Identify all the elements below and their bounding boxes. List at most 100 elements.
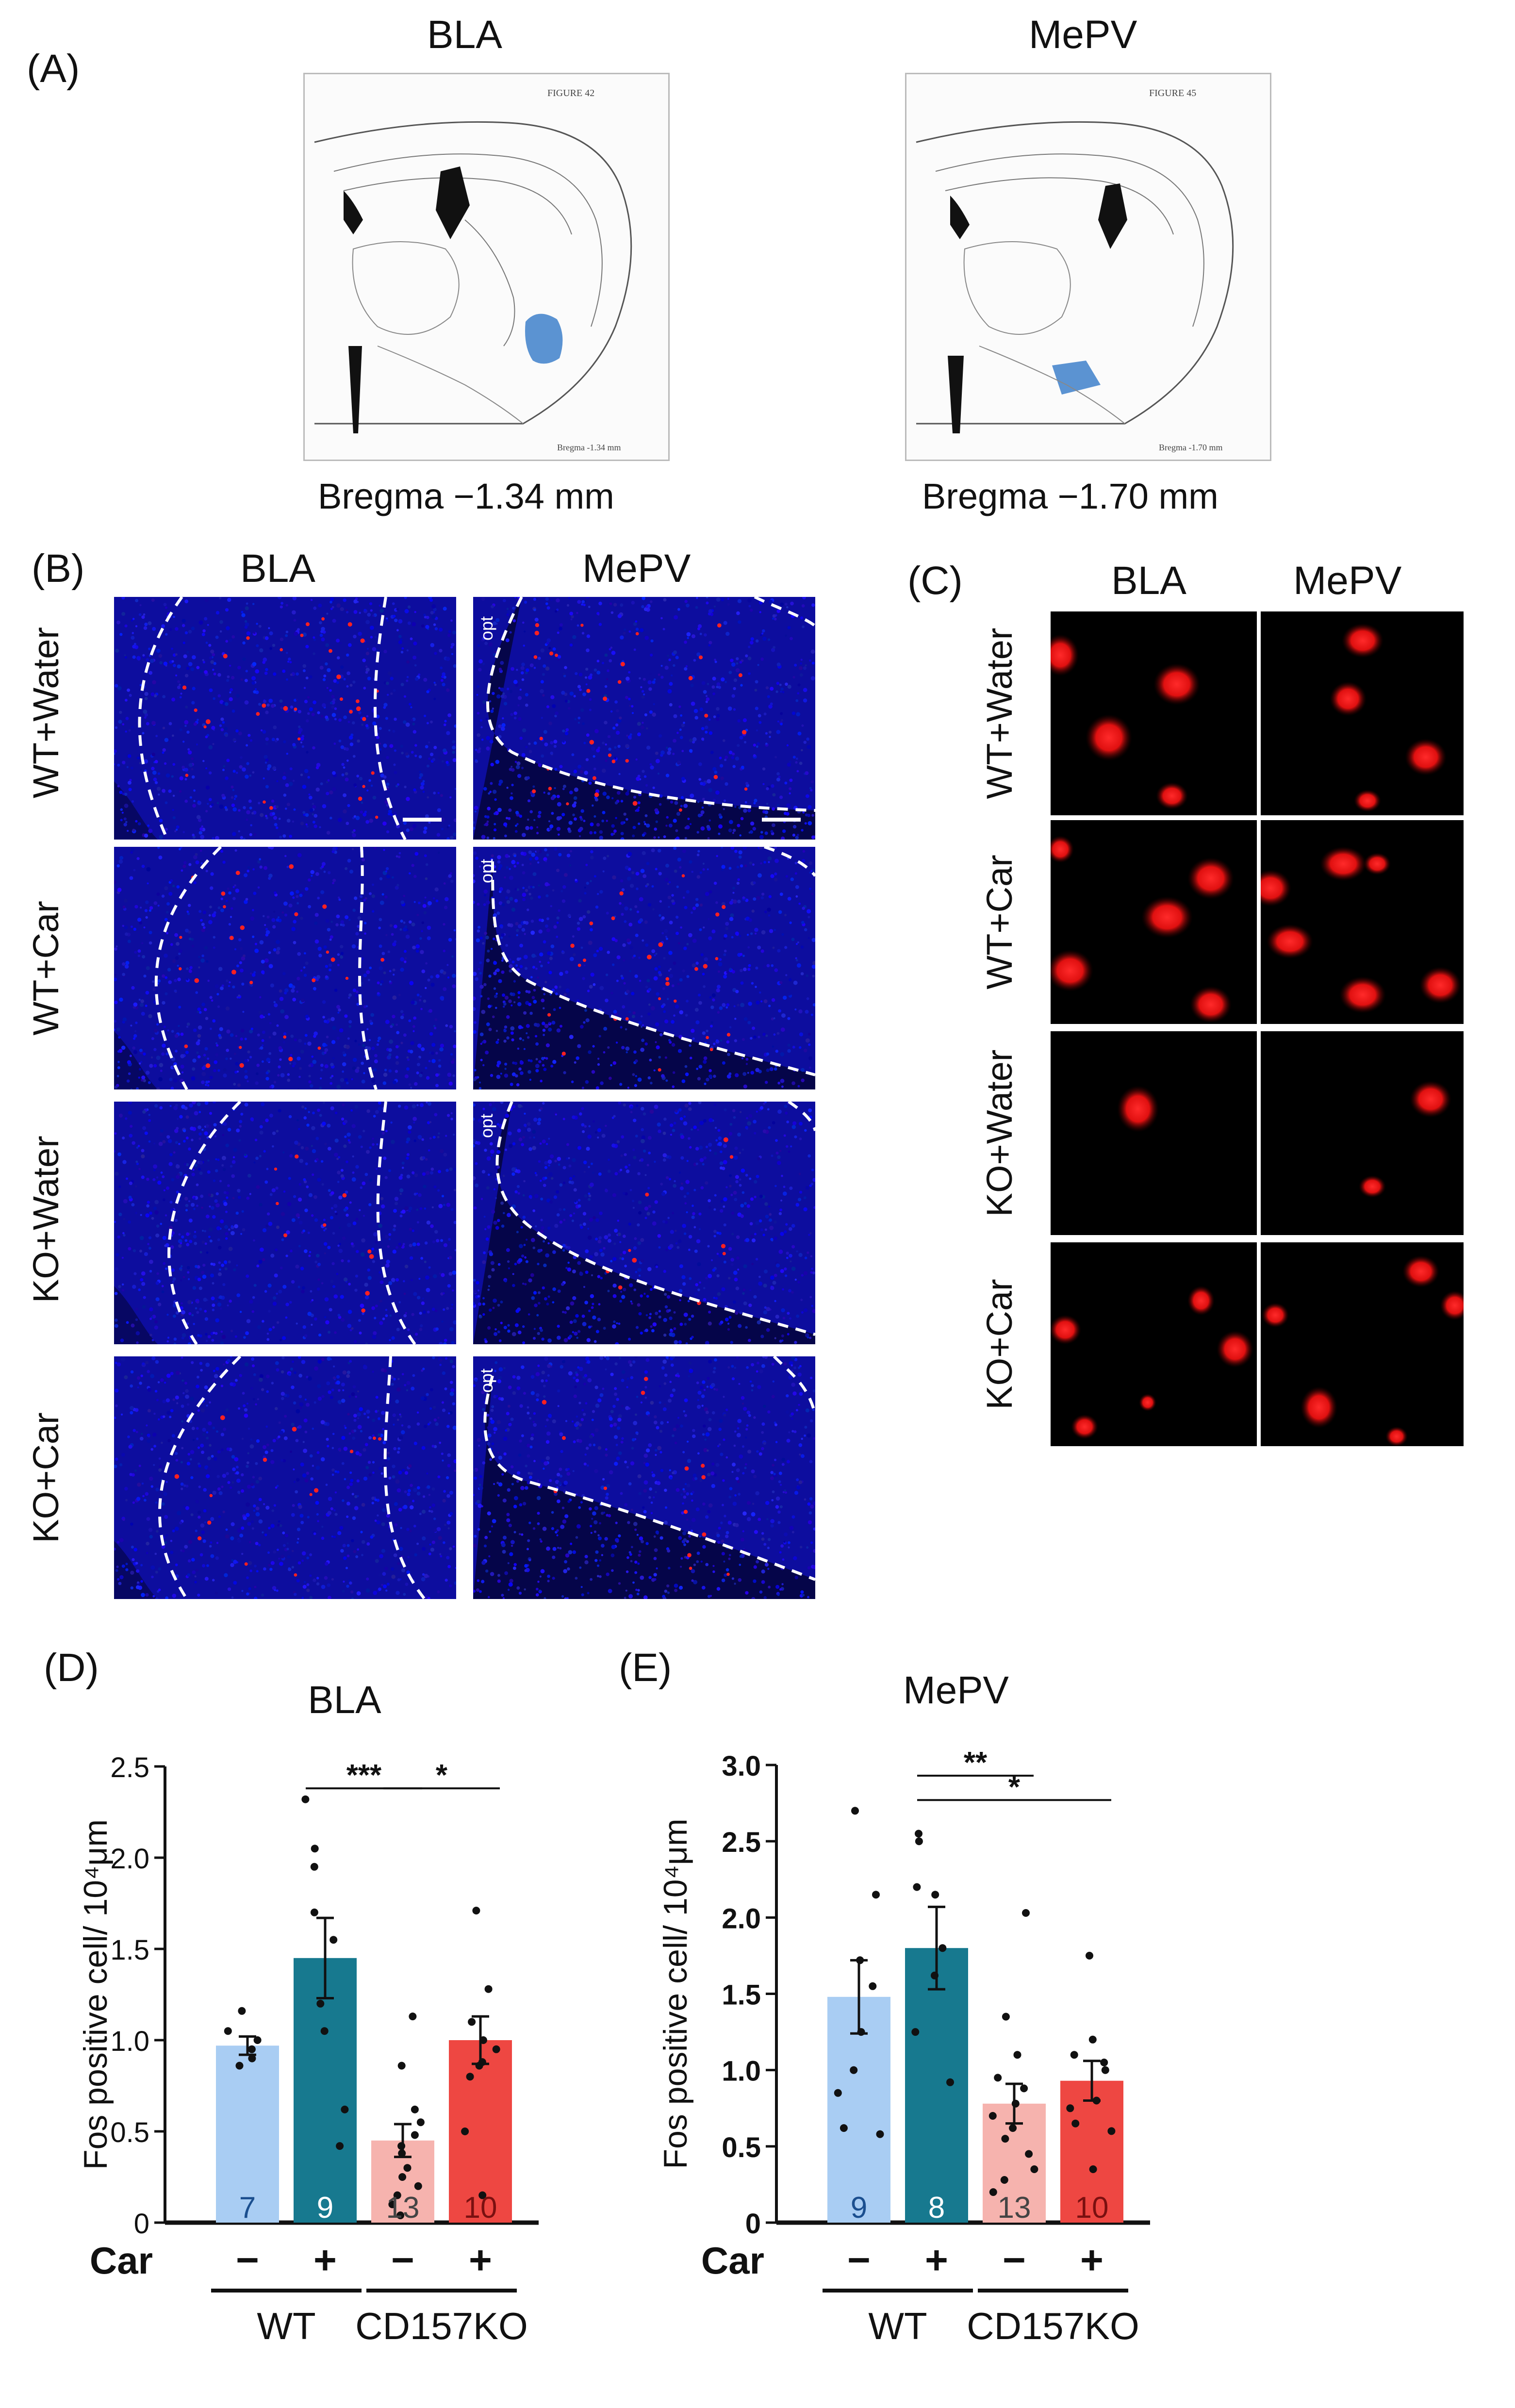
n-label: 9	[851, 2191, 867, 2225]
car-category-label: +	[313, 2238, 337, 2282]
data-point	[409, 2012, 417, 2021]
fluorescence-tile	[1261, 1242, 1464, 1446]
data-point	[310, 1908, 318, 1916]
y-tick-label: 3.0	[722, 1750, 761, 1782]
data-point	[388, 2200, 396, 2209]
data-point	[851, 1807, 859, 1815]
data-point	[329, 1936, 338, 1944]
data-point	[224, 2027, 232, 2035]
panel-e-label: (E)	[619, 1646, 672, 1690]
data-point	[472, 1907, 480, 1914]
data-point	[320, 2027, 329, 2035]
data-point	[310, 1863, 318, 1871]
data-point	[850, 2066, 858, 2074]
data-point	[492, 2045, 500, 2053]
microscopy-tile	[114, 1356, 456, 1599]
bar	[905, 1948, 968, 2223]
car-category-label: +	[925, 2238, 948, 2282]
opt-label: opt	[477, 616, 496, 641]
bla-highlight-region	[525, 313, 563, 364]
data-point	[475, 2062, 483, 2070]
data-point	[316, 1999, 325, 2008]
n-label: 13	[998, 2191, 1031, 2225]
brain-atlas-mepv-drawing: FIGURE 45 Bregma -1.70 mm	[916, 88, 1234, 452]
data-point	[468, 2018, 476, 2026]
opt-label: opt	[477, 859, 496, 883]
car-category-label: −	[1003, 2238, 1026, 2282]
data-point	[931, 1891, 939, 1899]
data-point	[915, 1837, 923, 1846]
chart-title: BLA	[308, 1678, 381, 1721]
opt-label: opt	[477, 1369, 496, 1393]
panel-b-row-label: WT+Car	[26, 901, 66, 1036]
opt-label: opt	[477, 1114, 496, 1138]
bar-chart-mepv: MePV Fos positive cell/ 10⁴μm 0 0.5 1.0 1.5 2.…	[657, 1669, 1150, 2347]
microscopy-image	[114, 847, 456, 1089]
fluorescence-image	[1262, 1255, 1464, 1446]
microscopy-image	[114, 1356, 456, 1599]
data-point	[253, 2036, 262, 2044]
y-tick-label: 0	[745, 2208, 761, 2240]
microscopy-image	[114, 597, 456, 840]
data-point	[403, 2164, 412, 2172]
fluorescence-image	[1359, 1081, 1451, 1198]
atlas-figure-caption: FIGURE 45	[1149, 88, 1196, 99]
group-label: WT	[868, 2305, 927, 2347]
data-point	[301, 1795, 310, 1803]
data-point	[311, 1845, 319, 1853]
significance-marker: **	[964, 1746, 988, 1780]
data-point	[248, 2054, 256, 2062]
fluorescence-tile	[1261, 611, 1464, 815]
y-tick-label: 0	[134, 2208, 149, 2240]
data-point	[396, 2211, 405, 2219]
data-point	[398, 2149, 406, 2158]
data-point	[393, 2191, 401, 2199]
panel-b-col-mepv: MePV	[582, 546, 691, 591]
data-point	[1011, 2099, 1020, 2108]
n-label: 9	[317, 2191, 333, 2225]
atlas-scale-caption: Bregma -1.34 mm	[557, 443, 621, 452]
car-category-label: −	[236, 2238, 259, 2282]
car-category-label: +	[469, 2238, 492, 2282]
brain-atlas-bla: FIGURE 42 Bregma -1.34 mm	[303, 73, 670, 461]
fluorescence-tile	[1051, 1242, 1257, 1446]
data-point	[1089, 2165, 1097, 2173]
panel-a-right-title: MePV	[1029, 13, 1137, 57]
panel-b-row-label: WT+Water	[26, 627, 66, 798]
fluorescence-image	[1330, 623, 1447, 812]
microscopy-tile: opt	[473, 1102, 815, 1344]
panel-c-col-bla: BLA	[1111, 559, 1186, 603]
atlas-figure-caption: FIGURE 42	[547, 88, 594, 99]
significance-marker: *	[436, 1759, 448, 1792]
data-point	[946, 2078, 954, 2086]
panel-c-row-label: WT+Car	[979, 855, 1020, 990]
data-point	[1022, 1909, 1030, 1917]
data-point	[913, 1883, 921, 1891]
data-point	[1092, 2096, 1101, 2105]
n-label: 10	[464, 2191, 497, 2225]
brain-atlas-mepv: FIGURE 45 Bregma -1.70 mm	[905, 73, 1271, 461]
n-label: 8	[928, 2191, 945, 2225]
n-label: 10	[1075, 2191, 1109, 2225]
y-axis-label: Fos positive cell/ 10⁴μm	[77, 1819, 114, 2170]
bregma-right: Bregma −1.70 mm	[922, 476, 1219, 516]
data-point	[411, 2105, 419, 2113]
data-point	[484, 1985, 493, 1993]
data-point	[397, 2062, 406, 2070]
panel-c-row-label: KO+Car	[979, 1279, 1020, 1410]
bar	[1060, 2080, 1123, 2223]
significance-marker: ***	[346, 1759, 382, 1792]
microscopy-image	[114, 1102, 456, 1344]
fluorescence-image	[1051, 1286, 1253, 1439]
data-point	[872, 1891, 880, 1899]
data-point	[834, 2089, 842, 2097]
data-point	[397, 2142, 406, 2150]
fluorescence-tile	[1051, 1031, 1257, 1235]
microscopy-image: opt	[473, 1102, 815, 1344]
significance-marker: *	[1008, 1770, 1021, 1804]
data-point	[1101, 2066, 1109, 2074]
panel-c-row-label: WT+Water	[979, 627, 1020, 799]
brain-atlas-bla-drawing: FIGURE 42 Bregma -1.34 mm	[314, 88, 632, 452]
bar-chart-bla: BLA Fos positive cell/ 10⁴μm 0 0.5 1.0 1.5 2.0…	[77, 1678, 539, 2347]
bar	[294, 1958, 357, 2223]
